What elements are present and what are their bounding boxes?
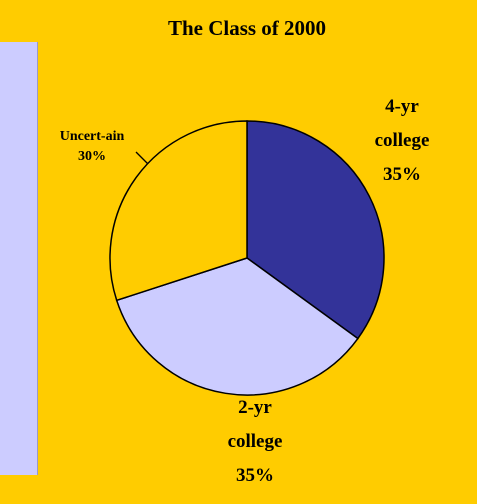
slice-label: Uncert-ain 30% — [56, 127, 128, 167]
slice-label: 4-yr college 35% — [357, 90, 447, 192]
value-label: 35% — [383, 164, 421, 185]
slice-label: 2-yr college 35% — [210, 391, 300, 493]
chart-title: The Class of 2000 — [168, 16, 326, 40]
category-label: 4-yr college — [374, 96, 430, 151]
category-label: Uncert-ain — [59, 129, 125, 144]
pie-slice — [109, 120, 248, 302]
pie-slice — [246, 120, 385, 340]
side-panel — [0, 42, 38, 475]
value-label: 35% — [236, 465, 274, 486]
value-label: 30% — [78, 149, 106, 164]
category-label: 2-yr college — [227, 397, 283, 452]
pie-slice — [115, 257, 359, 396]
